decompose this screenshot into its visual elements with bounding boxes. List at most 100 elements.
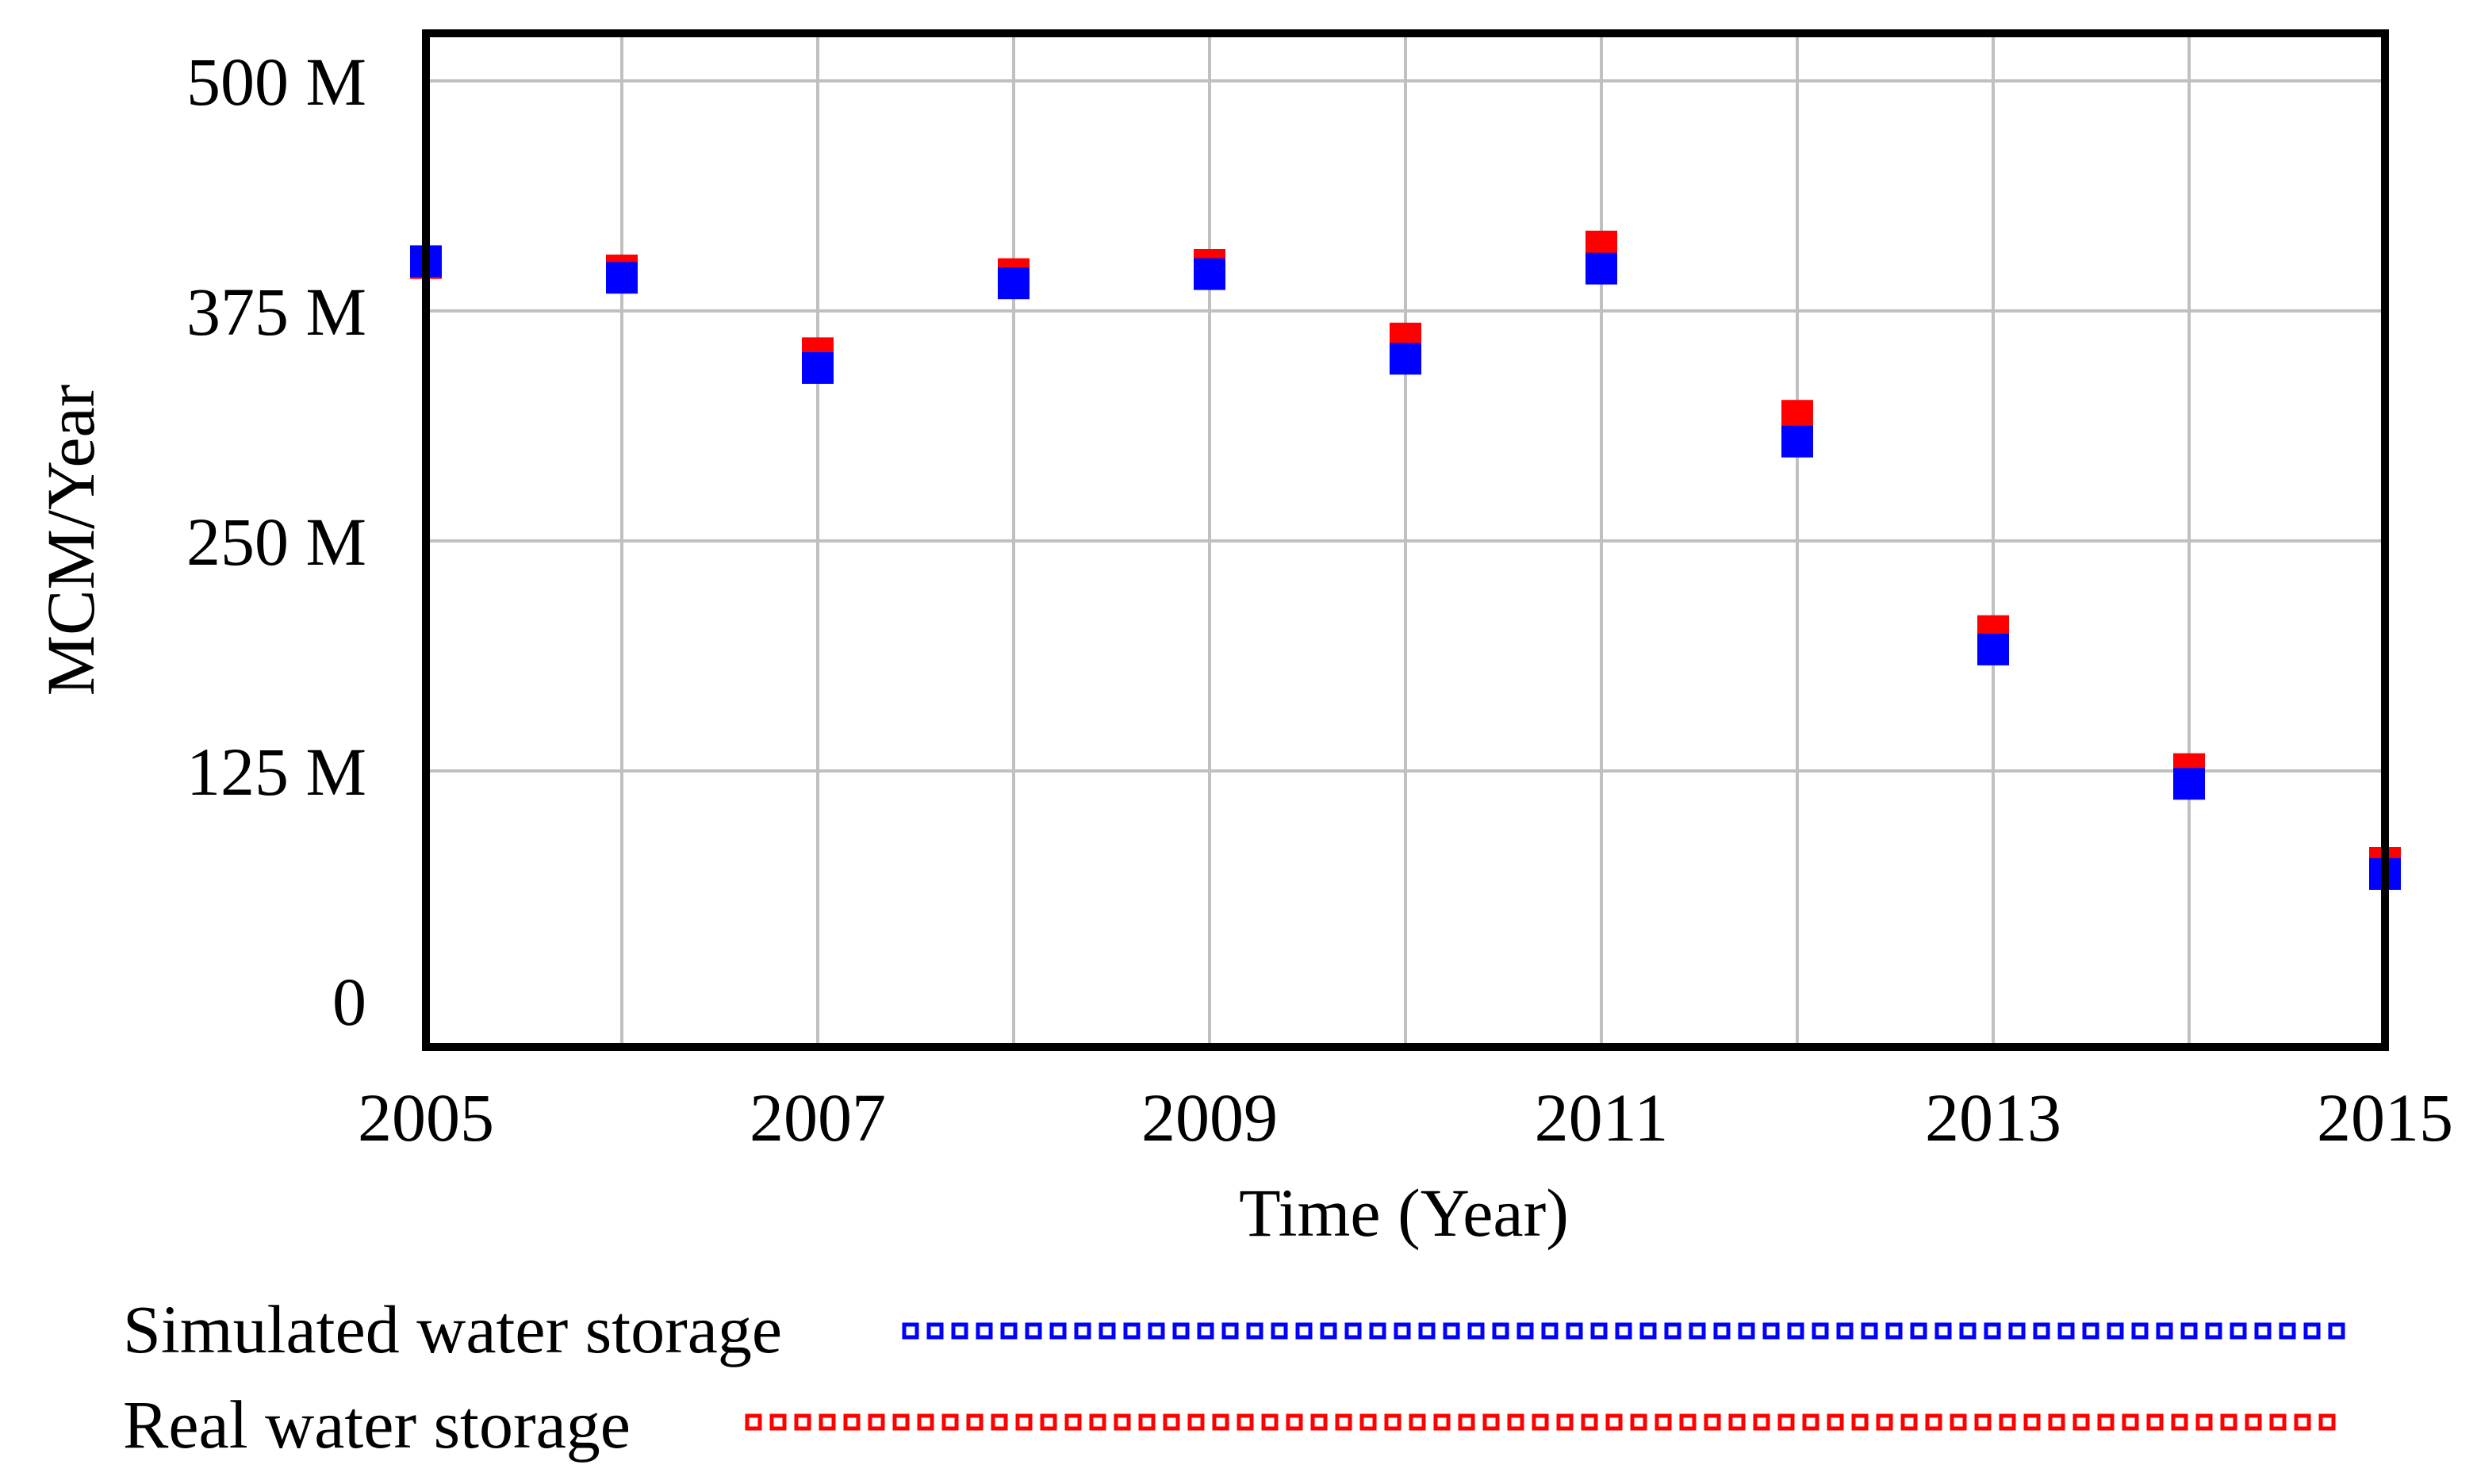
legend-dot-0 <box>1566 1322 1583 1340</box>
legend-dot-0 <box>951 1322 968 1340</box>
legend-dot-1 <box>1974 1413 1992 1431</box>
x-tick-label-2015: 2015 <box>2317 1079 2453 1156</box>
legend-dot-0 <box>1148 1322 1165 1340</box>
point-simulated-water-storage-2010 <box>1390 343 1421 375</box>
x-tick-labels: 2005 2007 2009 2011 2013 2015 <box>358 1079 2453 1156</box>
x-tick-label-2005: 2005 <box>358 1079 494 1156</box>
legend-dot-0 <box>1443 1322 1460 1340</box>
legend-dot-1 <box>1999 1413 2016 1431</box>
legend-dot-1 <box>1753 1413 1770 1431</box>
legend-dot-0 <box>1590 1322 1608 1340</box>
legend-dot-1 <box>2318 1413 2336 1431</box>
legend-dot-1 <box>2072 1413 2090 1431</box>
legend-dot-0 <box>2107 1322 2124 1340</box>
legend-dot-1 <box>1310 1413 1328 1431</box>
legend-dot-1 <box>1138 1413 1156 1431</box>
legend-dot-0 <box>2131 1322 2149 1340</box>
legend-dot-0 <box>2008 1322 2026 1340</box>
legend-dot-0 <box>1467 1322 1485 1340</box>
legend-dot-1 <box>991 1413 1008 1431</box>
legend-dot-1 <box>2122 1413 2139 1431</box>
legend-dot-0 <box>2230 1322 2247 1340</box>
legend-dot-1 <box>769 1413 787 1431</box>
legend-dot-0 <box>2082 1322 2099 1340</box>
legend-dot-0 <box>1246 1322 1263 1340</box>
legend-dot-0 <box>976 1322 993 1340</box>
legend-dot-1 <box>1261 1413 1279 1431</box>
legend-dot-1 <box>1876 1413 1893 1431</box>
y-tick-label-500: 500 M <box>186 44 366 120</box>
point-simulated-water-storage-2006 <box>606 262 638 294</box>
legend-dot-0 <box>1516 1322 1534 1340</box>
legend-dot-1 <box>917 1413 934 1431</box>
legend-dot-1 <box>1900 1413 1918 1431</box>
legend-dot-1 <box>2294 1413 2311 1431</box>
legend-dot-0 <box>2033 1322 2050 1340</box>
legend-dot-1 <box>966 1413 984 1431</box>
legend-dot-0 <box>2279 1322 2296 1340</box>
y-tick-label-125: 125 M <box>186 734 366 810</box>
grid <box>424 33 2387 1047</box>
legend-dot-1 <box>1015 1413 1033 1431</box>
legend-dot-0 <box>1099 1322 1116 1340</box>
legend-dot-1 <box>1458 1413 1475 1431</box>
legend-dot-1 <box>1433 1413 1451 1431</box>
legend-dot-0 <box>1738 1322 1755 1340</box>
legend-label-real: Real water storage <box>123 1386 631 1463</box>
legend-dot-0 <box>1812 1322 1829 1340</box>
plot-frame <box>422 29 2389 1051</box>
legend-dot-1 <box>1777 1413 1795 1431</box>
legend-dot-1 <box>1605 1413 1623 1431</box>
legend-dot-0 <box>1197 1322 1214 1340</box>
legend-label-simulated: Simulated water storage <box>123 1291 782 1367</box>
legend-dot-1 <box>1089 1413 1106 1431</box>
legend-dot-1 <box>2048 1413 2065 1431</box>
legend-dot-0 <box>1713 1322 1731 1340</box>
legend: Simulated water storage Real water stora… <box>123 1291 2345 1463</box>
legend-dot-1 <box>1482 1413 1500 1431</box>
point-simulated-water-storage-2014 <box>2173 768 2205 800</box>
legend-dot-0 <box>1049 1322 1067 1340</box>
legend-dot-0 <box>926 1322 944 1340</box>
y-tick-label-250: 250 M <box>186 504 366 580</box>
legend-dot-0 <box>1221 1322 1239 1340</box>
legend-dot-0 <box>1615 1322 1632 1340</box>
point-simulated-water-storage-2012 <box>1781 425 1813 458</box>
legend-dot-0 <box>1492 1322 1509 1340</box>
y-tick-label-375: 375 M <box>186 274 366 350</box>
legend-dot-1 <box>1851 1413 1869 1431</box>
legend-dot-0 <box>2057 1322 2075 1340</box>
legend-dot-1 <box>1409 1413 1426 1431</box>
legend-dot-1 <box>1237 1413 1254 1431</box>
legend-dot-1 <box>2023 1413 2041 1431</box>
legend-dot-0 <box>1959 1322 1977 1340</box>
legend-dot-0 <box>1934 1322 1952 1340</box>
legend-dot-0 <box>1000 1322 1018 1340</box>
legend-dot-0 <box>1369 1322 1386 1340</box>
legend-dot-1 <box>1581 1413 1598 1431</box>
legend-dot-0 <box>2205 1322 2222 1340</box>
legend-line-real <box>745 1413 2336 1431</box>
legend-dot-0 <box>2156 1322 2173 1340</box>
legend-dot-0 <box>1664 1322 1681 1340</box>
legend-dot-1 <box>1802 1413 1819 1431</box>
legend-dot-1 <box>1335 1413 1352 1431</box>
legend-dot-1 <box>2097 1413 2115 1431</box>
legend-dot-0 <box>2303 1322 2321 1340</box>
legend-dot-1 <box>2195 1413 2213 1431</box>
legend-dot-0 <box>1344 1322 1362 1340</box>
legend-dot-1 <box>2171 1413 2188 1431</box>
legend-dot-1 <box>2245 1413 2262 1431</box>
legend-dot-0 <box>1787 1322 1804 1340</box>
x-tick-label-2013: 2013 <box>1925 1079 2061 1156</box>
legend-dot-0 <box>1025 1322 1042 1340</box>
legend-dot-1 <box>1728 1413 1746 1431</box>
legend-dot-1 <box>1827 1413 1844 1431</box>
legend-dot-0 <box>2254 1322 2272 1340</box>
point-simulated-water-storage-2008 <box>998 267 1030 300</box>
legend-dot-1 <box>843 1413 861 1431</box>
legend-dot-1 <box>1384 1413 1401 1431</box>
legend-dot-0 <box>1762 1322 1780 1340</box>
y-tick-label-0: 0 <box>332 964 366 1040</box>
